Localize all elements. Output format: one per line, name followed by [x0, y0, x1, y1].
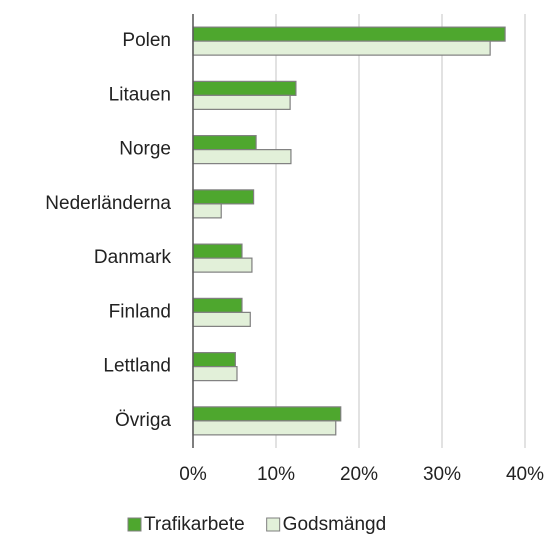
bar	[192, 243, 243, 259]
x-tick-label: 40%	[506, 464, 544, 485]
bar	[192, 420, 337, 436]
bar	[192, 135, 257, 151]
y-tick-label: Övriga	[115, 410, 171, 431]
legend-swatch	[266, 517, 281, 532]
bar	[192, 406, 342, 422]
bar	[192, 297, 243, 313]
legend-label: Godsmängd	[283, 514, 387, 535]
y-tick-label: Litauen	[109, 84, 171, 105]
bar	[192, 352, 236, 368]
y-tick-label: Finland	[109, 301, 171, 322]
bar	[192, 94, 291, 110]
legend-label: Trafikarbete	[144, 514, 245, 535]
bar	[192, 40, 491, 56]
y-tick-label: Norge	[119, 139, 171, 160]
legend-swatch	[127, 517, 142, 532]
y-tick-label: Lettland	[103, 356, 171, 377]
bar	[192, 189, 255, 205]
y-tick-label: Polen	[122, 30, 171, 51]
bar	[192, 203, 222, 219]
x-tick-label: 30%	[423, 464, 461, 485]
bar	[192, 257, 253, 273]
x-tick-label: 20%	[340, 464, 378, 485]
y-tick-label: Danmark	[94, 247, 172, 268]
bar	[192, 366, 238, 382]
bar	[192, 80, 297, 96]
bar	[192, 149, 292, 165]
x-tick-label: 10%	[257, 464, 295, 485]
bar	[192, 311, 251, 327]
x-tick-label: 0%	[179, 464, 207, 485]
bar	[192, 26, 506, 42]
y-tick-label: Nederländerna	[45, 193, 171, 214]
